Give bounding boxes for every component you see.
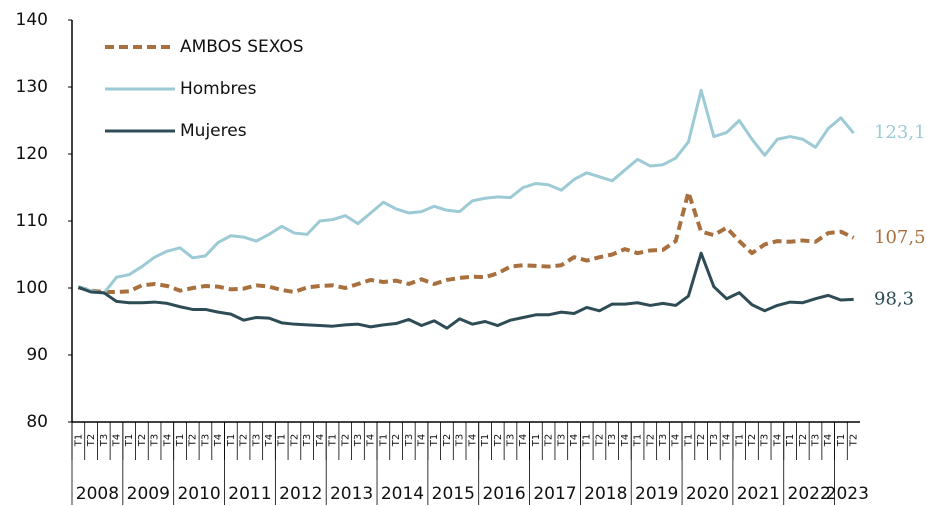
x-tick-label: T1: [582, 434, 593, 447]
y-tick-label: 80: [26, 412, 48, 432]
x-tick-label: T2: [696, 434, 707, 447]
x-tick-label: T3: [302, 434, 313, 447]
x-tick-label: T4: [111, 434, 122, 447]
x-tick-label: T3: [709, 434, 720, 447]
x-tick-label: T1: [836, 434, 847, 447]
x-tick-label: T4: [467, 434, 478, 447]
series-line: [77, 88, 855, 295]
x-tick-label: T1: [378, 434, 389, 447]
year-label: 2011: [228, 484, 271, 504]
y-tick-label: 100: [16, 278, 48, 298]
x-tick-label: T3: [607, 434, 618, 447]
legend-label: AMBOS SEXOS: [180, 37, 304, 57]
x-tick-label: T4: [620, 434, 631, 447]
year-label: 2018: [584, 484, 627, 504]
x-tick-label: T2: [645, 434, 656, 447]
x-tick-label: T4: [366, 434, 377, 447]
x-tick-label: T2: [391, 434, 402, 447]
x-tick-label: T1: [633, 434, 644, 447]
x-tick-label: T2: [849, 434, 860, 447]
x-tick-label: T3: [99, 434, 110, 447]
x-tick-label: T3: [556, 434, 567, 447]
x-tick-label: T1: [73, 434, 84, 447]
y-tick-label: 120: [16, 144, 48, 164]
year-label: 2010: [177, 484, 220, 504]
year-label: 2016: [482, 484, 525, 504]
x-tick-label: T1: [277, 434, 288, 447]
x-tick-label: T3: [353, 434, 364, 447]
year-label: 2022: [788, 484, 831, 504]
x-tick-label: T2: [544, 434, 555, 447]
x-tick-label: T3: [404, 434, 415, 447]
x-tick-label: T3: [760, 434, 771, 447]
x-tick-label: T3: [455, 434, 466, 447]
x-tick-label: T4: [722, 434, 733, 447]
x-tick-label: T4: [162, 434, 173, 447]
end-label: 98,3: [874, 288, 914, 309]
x-tick-label: T4: [569, 434, 580, 447]
x-tick-label: T2: [442, 434, 453, 447]
x-tick-label: T2: [340, 434, 351, 447]
year-label: 2012: [279, 484, 322, 504]
x-tick-label: T2: [594, 434, 605, 447]
x-tick-label: T1: [683, 434, 694, 447]
year-label: 2023: [826, 484, 869, 504]
x-tick-label: T2: [798, 434, 809, 447]
series-line: [77, 251, 854, 330]
x-tick-label: T4: [518, 434, 529, 447]
x-tick-label: T2: [493, 434, 504, 447]
year-label: 2017: [533, 484, 576, 504]
end-label: 107,5: [874, 227, 926, 248]
x-tick-label: T2: [188, 434, 199, 447]
x-tick-label: T2: [86, 434, 97, 447]
x-tick-label: T2: [137, 434, 148, 447]
series-line: [77, 190, 855, 295]
y-tick-label: 110: [16, 211, 48, 231]
year-label: 2021: [737, 484, 780, 504]
y-tick-label: 90: [26, 345, 48, 365]
year-label: 2020: [686, 484, 729, 504]
x-tick-label: T1: [175, 434, 186, 447]
x-tick-label: T3: [251, 434, 262, 447]
x-tick-label: T2: [747, 434, 758, 447]
x-tick-label: T1: [429, 434, 440, 447]
end-label: 123,1: [874, 122, 926, 143]
y-tick-label: 140: [16, 10, 48, 30]
x-tick-label: T4: [264, 434, 275, 447]
x-tick-label: T3: [200, 434, 211, 447]
x-tick-label: T4: [823, 434, 834, 447]
legend-label: Hombres: [180, 79, 257, 99]
x-tick-label: T1: [328, 434, 339, 447]
x-tick-label: T4: [213, 434, 224, 447]
x-tick-label: T3: [505, 434, 516, 447]
x-tick-label: T1: [124, 434, 135, 447]
year-label: 2008: [76, 484, 119, 504]
x-tick-label: T2: [289, 434, 300, 447]
x-tick-label: T1: [734, 434, 745, 447]
x-tick-label: T3: [658, 434, 669, 447]
x-tick-label: T2: [239, 434, 250, 447]
x-tick-label: T4: [417, 434, 428, 447]
x-tick-label: T1: [531, 434, 542, 447]
year-label: 2019: [635, 484, 678, 504]
x-tick-label: T3: [811, 434, 822, 447]
x-tick-label: T4: [671, 434, 682, 447]
x-tick-label: T4: [772, 434, 783, 447]
x-tick-label: T1: [226, 434, 237, 447]
year-label: 2013: [330, 484, 373, 504]
x-tick-label: T1: [480, 434, 491, 447]
year-label: 2009: [127, 484, 170, 504]
x-tick-label: T1: [785, 434, 796, 447]
year-label: 2015: [432, 484, 475, 504]
legend-label: Mujeres: [180, 121, 247, 141]
x-tick-label: T4: [315, 434, 326, 447]
x-tick-label: T3: [150, 434, 161, 447]
y-tick-label: 130: [16, 77, 48, 97]
year-label: 2014: [381, 484, 424, 504]
